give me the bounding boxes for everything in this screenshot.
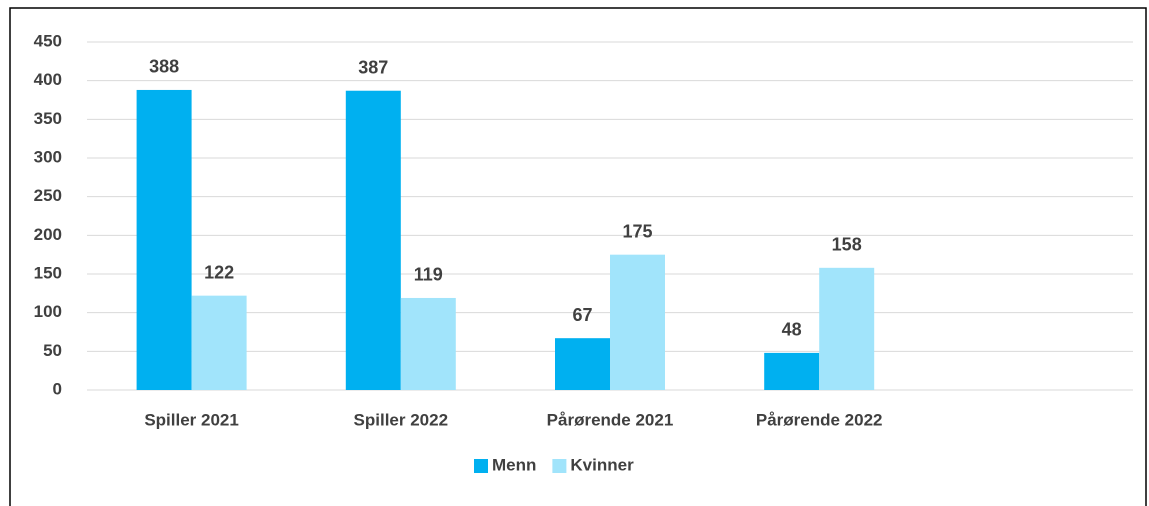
legend-label: Kvinner [570,455,634,474]
bar [400,297,456,390]
bar [191,295,247,390]
x-tick-label: Pårørende 2021 [547,410,674,429]
chart-border [9,7,1147,506]
legend-label: Menn [492,455,536,474]
bar [819,267,875,390]
y-tick-label: 300 [34,147,62,166]
x-tick-label: Pårørende 2022 [756,410,883,429]
x-tick-label: Spiller 2022 [354,410,449,429]
data-label: 175 [622,221,652,241]
y-tick-label: 200 [34,225,62,244]
data-label: 48 [782,320,802,340]
y-tick-label: 150 [34,263,62,282]
bar [345,90,401,390]
y-tick-label: 250 [34,186,62,205]
y-tick-label: 350 [34,109,62,128]
data-label: 158 [832,235,862,255]
y-tick-label: 450 [34,31,62,50]
bar [555,338,610,390]
data-label: 119 [414,265,443,285]
legend-swatch [474,459,488,473]
y-tick-label: 400 [34,70,62,89]
y-tick-label: 0 [53,379,62,398]
bar [764,352,820,390]
bar [136,89,192,391]
data-label: 122 [204,262,234,282]
y-tick-label: 100 [34,302,62,321]
bar [610,254,665,390]
y-tick-label: 50 [43,341,62,360]
x-tick-label: Spiller 2021 [144,410,239,429]
data-label: 67 [572,305,592,325]
legend-swatch [552,459,567,473]
data-label: 387 [358,57,388,77]
data-label: 388 [149,57,179,77]
